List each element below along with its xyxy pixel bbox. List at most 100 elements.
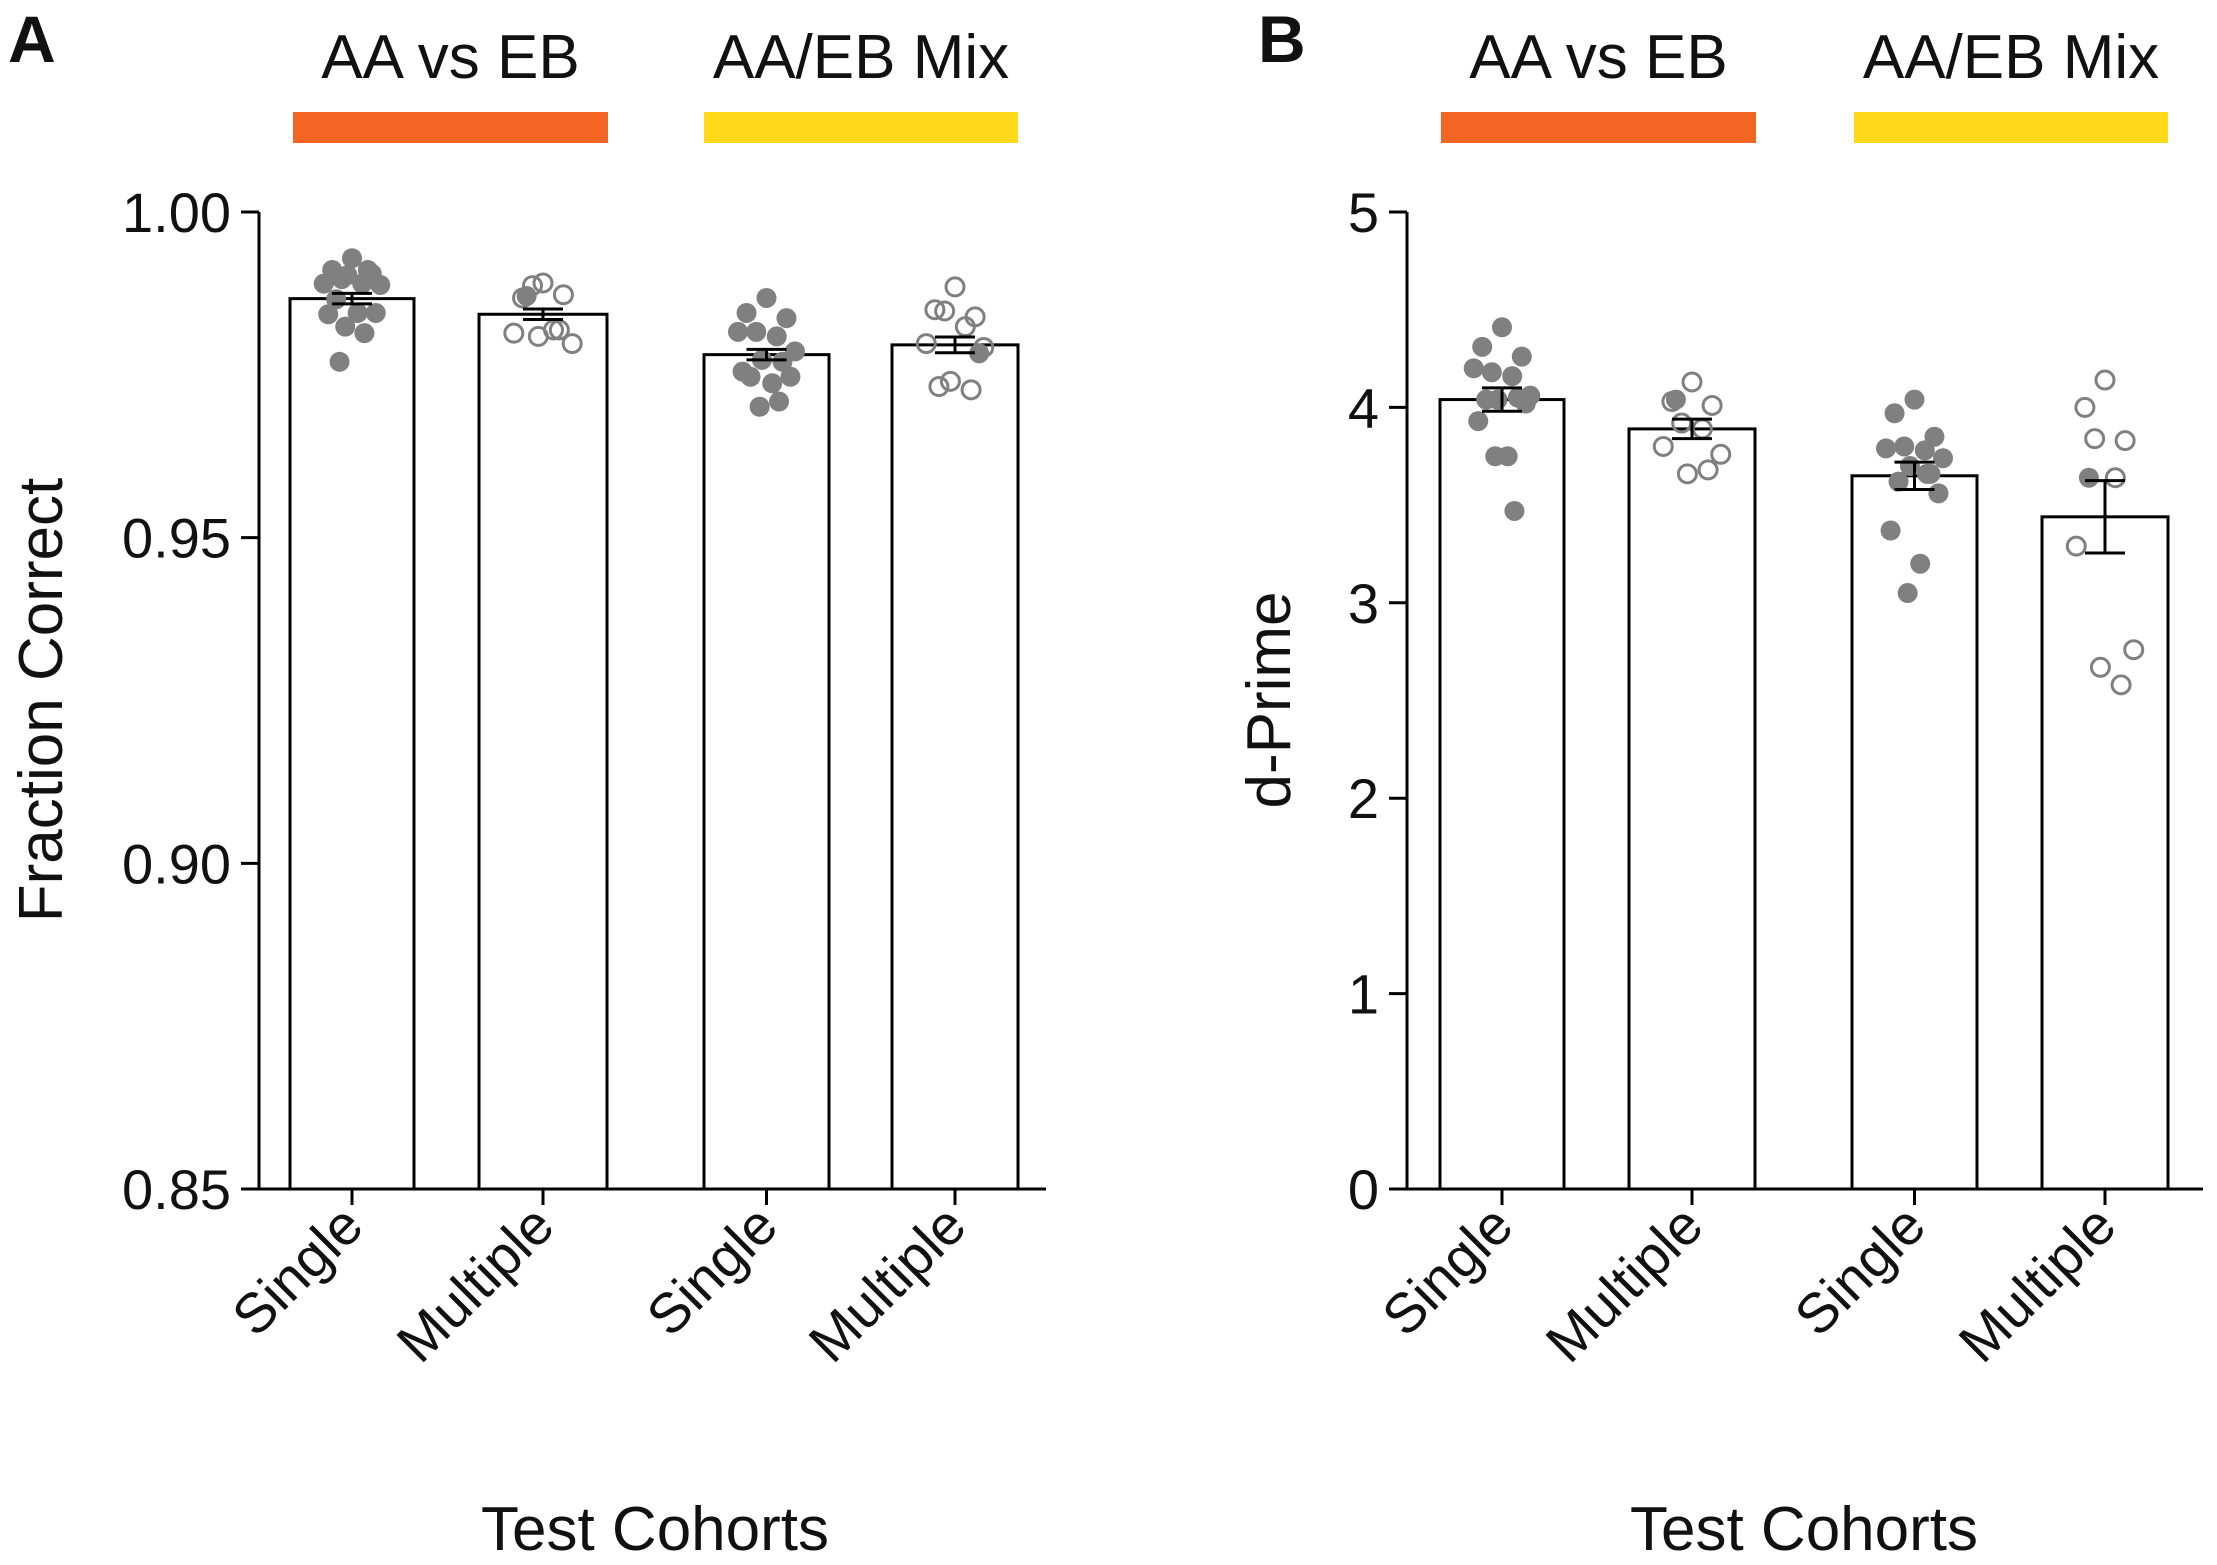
x-tick-label: Single <box>1370 1193 1525 1348</box>
data-point <box>732 361 753 382</box>
group-color-bar <box>704 112 1018 143</box>
data-point <box>1502 366 1523 387</box>
bar <box>1438 398 1566 1191</box>
x-tick-label: Multiple <box>1946 1193 2127 1374</box>
data-point <box>1468 411 1489 432</box>
data-point <box>313 273 334 294</box>
group-title: AA/EB Mix <box>1863 23 2159 92</box>
data-point <box>1652 435 1674 457</box>
data-point <box>347 302 368 323</box>
data-point <box>772 351 793 372</box>
data-point <box>1485 446 1506 467</box>
data-point <box>746 321 767 342</box>
data-point <box>1884 403 1905 424</box>
data-point <box>762 373 783 394</box>
data-point <box>1933 448 1953 469</box>
group-color-bar <box>1854 112 2168 143</box>
x-axis-label: Test Cohorts <box>481 1495 829 1564</box>
data-point <box>1710 443 1732 465</box>
data-point <box>749 396 770 417</box>
x-tick-label: Single <box>634 1193 789 1348</box>
data-point <box>1476 389 1497 410</box>
data-point <box>766 326 787 347</box>
y-tick-label: 0.95 <box>122 507 231 570</box>
data-point <box>939 370 961 392</box>
data-point <box>1880 520 1901 541</box>
data-point <box>1472 336 1493 357</box>
group-title: AA vs EB <box>1469 23 1727 92</box>
data-point <box>1481 362 1502 383</box>
y-tick-label: 2 <box>1348 767 1379 830</box>
data-point <box>561 333 583 355</box>
y-tick-label: 0.90 <box>122 832 231 895</box>
y-axis-label: Fraction Correct <box>7 478 76 922</box>
bar <box>288 297 416 1191</box>
data-point <box>365 302 386 323</box>
data-point <box>1463 358 1484 379</box>
data-point <box>337 265 358 286</box>
data-point <box>2078 467 2099 488</box>
data-point <box>1914 440 1935 461</box>
data-point <box>2084 428 2106 450</box>
bar <box>702 353 831 1191</box>
data-point <box>2123 639 2145 661</box>
panel-label: B <box>1258 2 1306 76</box>
data-point <box>1515 393 1536 414</box>
x-tick-label: Single <box>220 1193 375 1348</box>
data-point <box>2065 535 2087 557</box>
data-point <box>1681 371 1703 393</box>
group-color-bar <box>293 112 608 143</box>
data-point <box>1876 438 1896 459</box>
data-point <box>928 376 950 398</box>
data-point <box>342 248 362 269</box>
data-point <box>756 287 777 308</box>
panel-label: A <box>8 2 56 76</box>
bar <box>1850 474 1979 1191</box>
y-tick-label: 0 <box>1348 1158 1379 1221</box>
y-tick-label: 0.85 <box>122 1158 231 1221</box>
data-point <box>2074 396 2096 418</box>
y-tick-label: 4 <box>1348 376 1379 439</box>
data-point <box>1897 583 1918 604</box>
data-point <box>329 351 350 372</box>
data-point <box>2110 674 2132 696</box>
data-point <box>776 308 797 329</box>
data-point <box>370 274 391 295</box>
data-point <box>1504 500 1525 521</box>
group-title: AA vs EB <box>321 23 579 92</box>
bar <box>2040 515 2170 1191</box>
data-point <box>2089 656 2111 678</box>
x-tick-label: Multiple <box>796 1193 977 1374</box>
bar <box>890 343 1020 1191</box>
data-point <box>354 323 375 344</box>
bar <box>477 312 609 1191</box>
data-point <box>357 259 378 280</box>
data-point <box>516 286 537 307</box>
data-point <box>2094 369 2116 391</box>
data-point <box>1665 389 1686 410</box>
y-tick-label: 1 <box>1348 963 1379 1026</box>
data-point <box>527 325 549 347</box>
data-point <box>1492 317 1512 338</box>
data-point <box>1676 463 1698 485</box>
group-title: AA/EB Mix <box>713 23 1009 92</box>
data-point <box>1917 463 1938 484</box>
data-point <box>780 366 801 387</box>
bar <box>1627 427 1757 1191</box>
y-tick-label: 1.00 <box>122 181 231 244</box>
data-point <box>1910 553 1931 574</box>
data-point <box>960 379 982 401</box>
data-point <box>318 304 339 325</box>
data-point <box>1888 471 1909 492</box>
x-axis-label: Test Cohorts <box>1630 1495 1978 1564</box>
data-point <box>1511 346 1532 367</box>
data-point <box>2104 467 2126 489</box>
data-point <box>335 316 356 337</box>
data-point <box>924 299 946 321</box>
x-tick-label: Multiple <box>1533 1193 1714 1374</box>
x-tick-label: Multiple <box>384 1193 565 1374</box>
data-point <box>728 321 748 342</box>
data-point <box>969 343 990 364</box>
data-point <box>944 276 966 298</box>
